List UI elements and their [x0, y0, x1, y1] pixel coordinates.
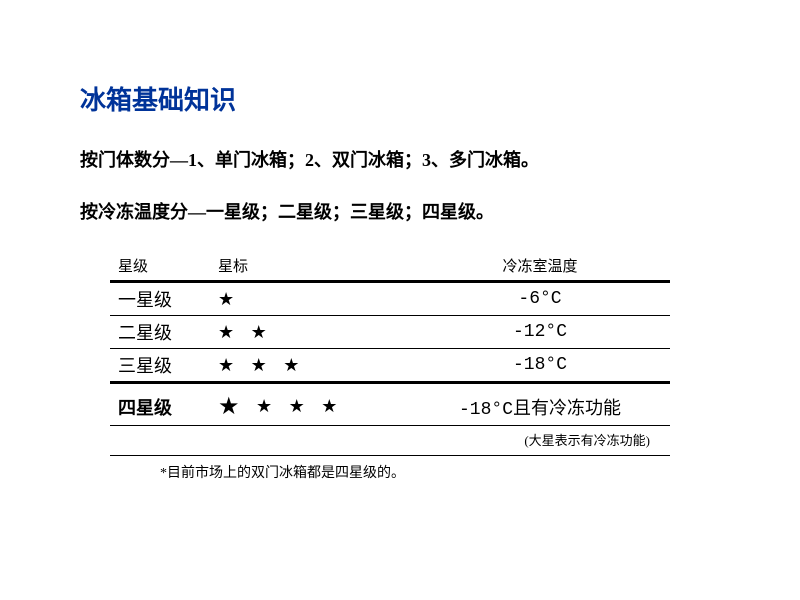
table-header-row: 星级 星标 冷冻室温度	[110, 251, 670, 282]
paragraph-door-types: 按门体数分—1、单门冰箱；2、双门冰箱；3、多门冰箱。	[80, 147, 720, 174]
cell-stars: ★	[210, 282, 410, 316]
table-row: 一星级 ★ -6°C	[110, 282, 670, 316]
header-temp: 冷冻室温度	[410, 251, 670, 282]
table-row: 二星级 ★ ★ -12°C	[110, 316, 670, 349]
table-subnote-row: (大星表示有冷冻功能)	[110, 426, 670, 456]
paragraph-temp-levels: 按冷冻温度分—一星级；二星级；三星级；四星级。	[80, 199, 720, 226]
header-level: 星级	[110, 251, 210, 282]
cell-level: 一星级	[110, 282, 210, 316]
footnote-text: *目前市场上的双门冰箱都是四星级的。	[160, 462, 720, 482]
header-stars: 星标	[210, 251, 410, 282]
cell-temp: -6°C	[410, 282, 670, 316]
table-row: 三星级 ★ ★ ★ -18°C	[110, 349, 670, 383]
table-row-four-star: 四星级 ★ ★ ★ ★ -18°C且有冷冻功能	[110, 383, 670, 426]
big-star-icon: ★	[218, 394, 246, 420]
rest-stars: ★ ★ ★	[246, 396, 344, 416]
cell-level: 四星级	[110, 383, 210, 426]
cell-level: 二星级	[110, 316, 210, 349]
star-rating-table-wrapper: 星级 星标 冷冻室温度 一星级 ★ -6°C 二星级 ★ ★ -12°C 三星级…	[110, 251, 720, 482]
cell-temp: -18°C且有冷冻功能	[410, 383, 670, 426]
cell-temp: -12°C	[410, 316, 670, 349]
cell-stars: ★ ★ ★	[210, 349, 410, 383]
cell-stars: ★ ★ ★ ★	[210, 383, 410, 426]
page-title: 冰箱基础知识	[80, 80, 720, 117]
cell-temp: -18°C	[410, 349, 670, 383]
cell-stars: ★ ★	[210, 316, 410, 349]
cell-level: 三星级	[110, 349, 210, 383]
star-rating-table: 星级 星标 冷冻室温度 一星级 ★ -6°C 二星级 ★ ★ -12°C 三星级…	[110, 251, 670, 456]
subnote-text: (大星表示有冷冻功能)	[110, 426, 670, 456]
